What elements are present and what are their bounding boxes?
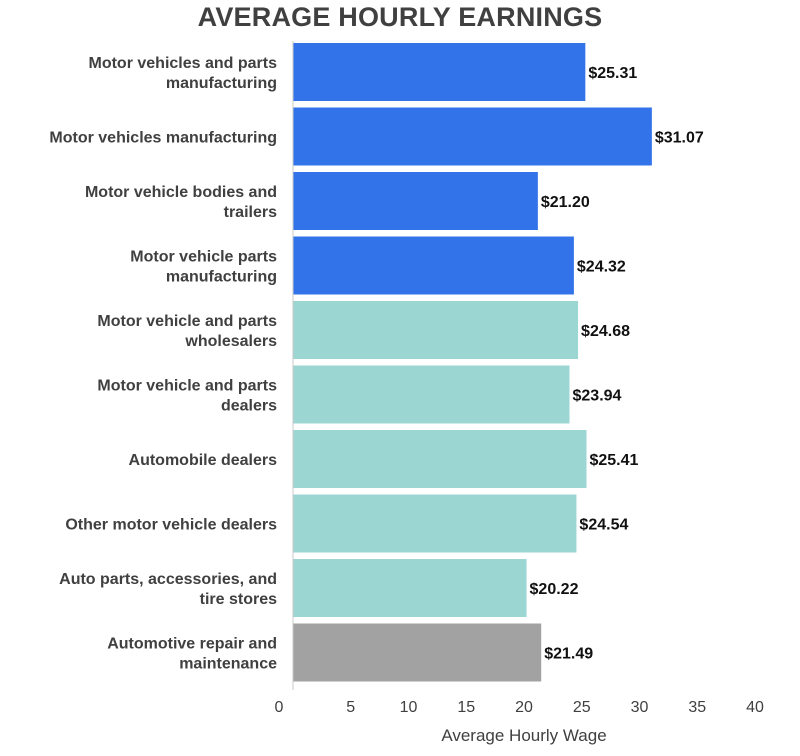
x-tick-label: 20 [515,699,533,716]
value-label: $25.31 [588,65,637,82]
bar [293,365,570,424]
value-label: $24.32 [577,259,626,276]
category-label: Motor vehicle parts manufacturing [130,249,277,286]
category-label: Motor vehicles and parts manufacturing [89,55,278,92]
bar [293,172,538,230]
x-tick-label: 10 [400,699,418,716]
x-tick-label: 0 [275,699,284,716]
value-label: $20.22 [530,581,579,598]
value-label: $25.41 [589,452,638,469]
category-label: Auto parts, accessories, and tire stores [59,571,277,608]
bar [293,43,586,101]
value-label: $31.07 [655,130,704,147]
x-tick-label: 5 [346,699,355,716]
x-tick-label: 40 [746,699,764,716]
bar [293,301,579,359]
x-axis-title: Average Hourly Wage [441,726,606,745]
bar [293,107,652,166]
x-tick-label: 35 [688,699,706,716]
category-label: Motor vehicle bodies and trailers [85,184,277,221]
bar [293,430,587,488]
category-label: Motor vehicle and parts wholesalers [97,313,277,350]
value-label: $23.94 [573,388,622,405]
x-tick-label: 25 [573,699,591,716]
bar [293,623,542,682]
category-label: Motor vehicle and parts dealers [97,378,277,415]
x-tick-label: 30 [631,699,649,716]
category-label: Motor vehicles manufacturing [49,130,277,147]
bar [293,559,527,617]
value-label: $24.68 [581,323,630,340]
category-label: Automotive repair and maintenance [107,636,277,673]
value-label: $21.49 [544,646,593,663]
value-label: $21.20 [541,194,590,211]
x-tick-label: 15 [457,699,475,716]
bar [293,236,574,295]
bar [293,494,577,553]
chart-title: AVERAGE HOURLY EARNINGS [197,2,603,32]
value-label: $24.54 [579,517,628,534]
category-label: Automobile dealers [129,452,278,469]
category-label: Other motor vehicle dealers [65,517,277,534]
